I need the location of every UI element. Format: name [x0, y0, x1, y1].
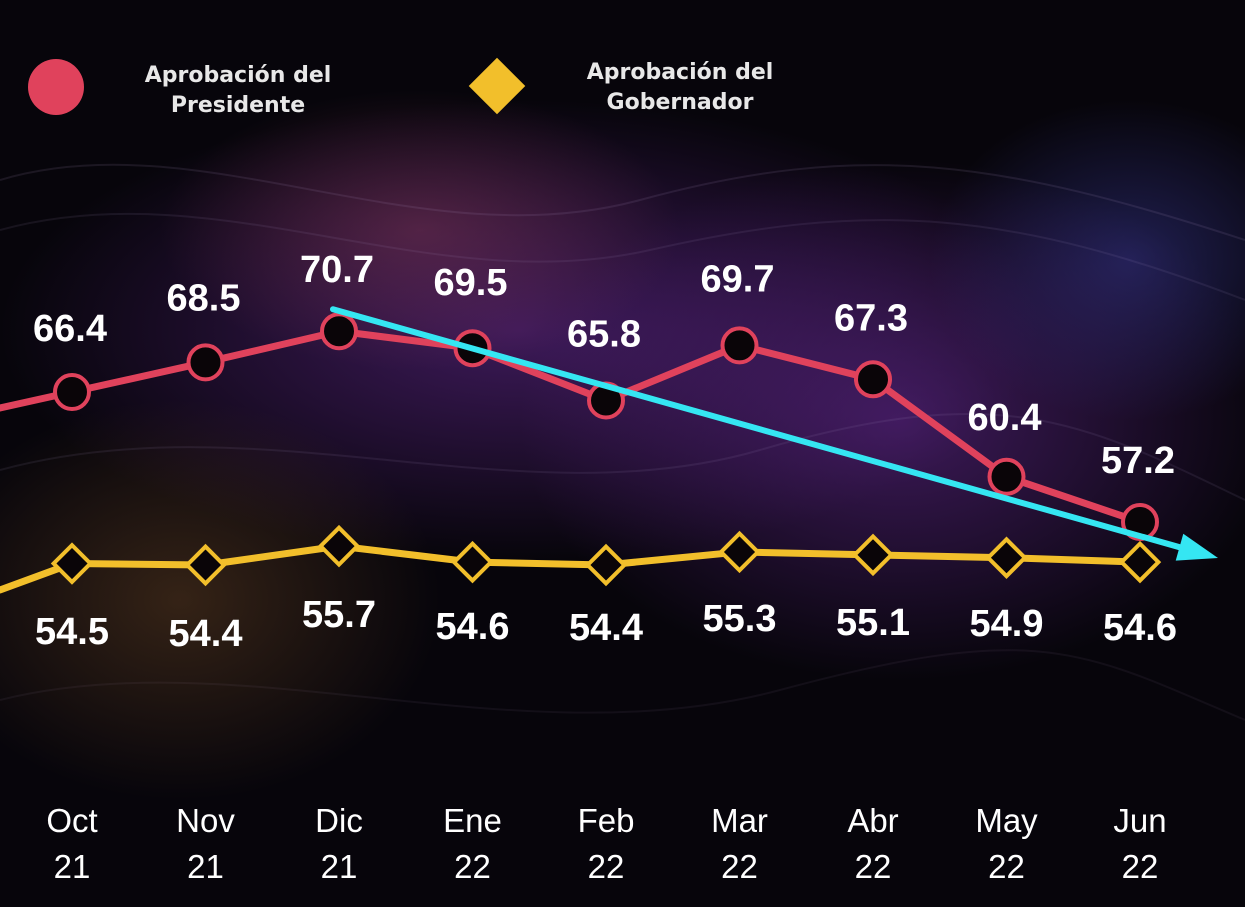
x-tick-year-ene: 22: [454, 848, 491, 885]
marker-presidente-dic: [320, 312, 358, 351]
trend-arrow-shaft: [330, 306, 1183, 551]
value-label-presidente-dic: 70.7: [300, 249, 374, 291]
x-tick-year-feb: 22: [588, 848, 625, 885]
value-label-presidente-mar: 69.7: [701, 258, 775, 300]
value-label-presidente-ene: 69.5: [434, 262, 508, 304]
value-label-gobernador-oct: 54.5: [35, 611, 109, 653]
x-tick-year-dic: 21: [321, 848, 358, 885]
marker-presidente-oct: [53, 373, 91, 412]
x-tick-month-nov: Nov: [176, 802, 235, 839]
value-label-presidente-may: 60.4: [968, 397, 1042, 439]
series-line-presidente: [0, 327, 1144, 526]
value-labels: 66.4 68.5 70.7 69.5 65.8 69.7 67.3 60.4 57.2 54.5…: [33, 249, 1177, 655]
legend-label-gobernador: Aprobación del: [587, 60, 774, 85]
value-label-presidente-oct: 66.4: [33, 308, 107, 350]
legend-label-presidente: Aprobación del: [145, 63, 332, 88]
value-label-gobernador-may: 54.9: [970, 603, 1044, 645]
x-tick-month-abr: Abr: [847, 802, 898, 839]
x-tick-year-mar: 22: [721, 848, 758, 885]
x-tick-year-oct: 21: [54, 848, 91, 885]
value-label-gobernador-nov: 54.4: [169, 613, 243, 655]
marker-presidente-may: [987, 457, 1026, 496]
series-line-gobernador: [0, 542, 1144, 594]
x-tick-month-dic: Dic: [315, 802, 363, 839]
marker-gobernador-jun: [1118, 540, 1162, 584]
x-tick-year-may: 22: [988, 848, 1025, 885]
legend-label-gobernador: Gobernador: [607, 90, 754, 115]
value-label-presidente-abr: 67.3: [834, 297, 908, 339]
marker-gobernador-dic: [317, 524, 361, 568]
marker-gobernador-mar: [718, 530, 761, 574]
value-label-presidente-nov: 68.5: [167, 277, 241, 319]
marker-gobernador-may: [985, 536, 1028, 579]
marker-gobernador-feb: [584, 543, 628, 587]
x-tick-year-jun: 22: [1122, 848, 1159, 885]
x-tick-month-jun: Jun: [1113, 802, 1166, 839]
marker-gobernador-abr: [851, 533, 895, 577]
marker-gobernador-oct: [50, 542, 94, 585]
value-label-gobernador-mar: 55.3: [703, 598, 777, 640]
x-tick-month-mar: Mar: [711, 802, 768, 839]
legend-label-presidente: Presidente: [171, 93, 305, 118]
legend-marker-presidente: [28, 59, 84, 115]
trend-arrow: [330, 306, 1218, 561]
x-tick-month-feb: Feb: [578, 802, 635, 839]
trend-arrow-head: [1175, 533, 1218, 561]
x-axis: Oct 21 Nov 21 Dic 21 Ene 22 Feb 22 Mar 22 Abr 22 May 22…: [46, 802, 1166, 885]
marker-presidente-abr: [854, 360, 892, 399]
chart-legend: Aprobación del Presidente Aprobación del Go…: [28, 57, 774, 118]
x-tick-month-may: May: [975, 802, 1038, 839]
marker-gobernador-ene: [451, 540, 494, 584]
series-lines: [0, 327, 1144, 594]
value-label-gobernador-ene: 54.6: [436, 606, 510, 648]
value-label-gobernador-abr: 55.1: [836, 602, 910, 644]
marker-presidente-mar: [720, 326, 759, 365]
x-tick-year-nov: 21: [187, 848, 224, 885]
x-tick-month-oct: Oct: [46, 802, 97, 839]
value-label-presidente-jun: 57.2: [1101, 440, 1175, 482]
value-label-gobernador-jun: 54.6: [1103, 607, 1177, 649]
x-tick-year-abr: 22: [855, 848, 892, 885]
value-label-gobernador-dic: 55.7: [302, 594, 376, 636]
value-label-gobernador-feb: 54.4: [569, 607, 643, 649]
marker-gobernador-nov: [184, 543, 227, 587]
x-tick-month-ene: Ene: [443, 802, 502, 839]
marker-presidente-nov: [186, 343, 225, 382]
value-label-presidente-feb: 65.8: [567, 313, 641, 355]
